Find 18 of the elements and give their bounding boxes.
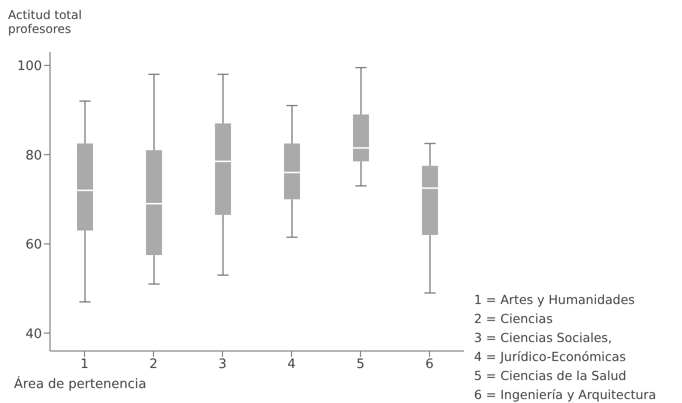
- text: 5 = Ciencias de la Salud: [474, 367, 628, 385]
- x-tick-label: 6: [425, 357, 434, 372]
- text: 4 = Jurídico-Económicas: [474, 348, 627, 366]
- x-tick-label: 3: [218, 357, 227, 372]
- x-tick-label: 5: [356, 357, 365, 372]
- text: 3 = Ciencias Sociales,: [474, 329, 613, 347]
- text: 1 = Artes y Humanidades: [474, 291, 636, 309]
- y-tick-label: 80: [25, 148, 42, 164]
- x-tick-label: 1: [80, 357, 89, 372]
- text: 6 = Ingeniería y Arquitectura: [474, 386, 656, 403]
- y-tick-label: 40: [25, 326, 42, 342]
- x-tick-label: 4: [287, 357, 296, 372]
- x-axis-title: Área de pertenencia: [14, 377, 146, 392]
- x-tick-label: 2: [149, 357, 158, 372]
- y-tick-label: 60: [25, 238, 42, 253]
- y-tick-label: 100: [17, 59, 42, 74]
- text: 2 = Ciencias: [474, 310, 554, 328]
- y-axis-title: Actitud total profesores: [8, 8, 83, 36]
